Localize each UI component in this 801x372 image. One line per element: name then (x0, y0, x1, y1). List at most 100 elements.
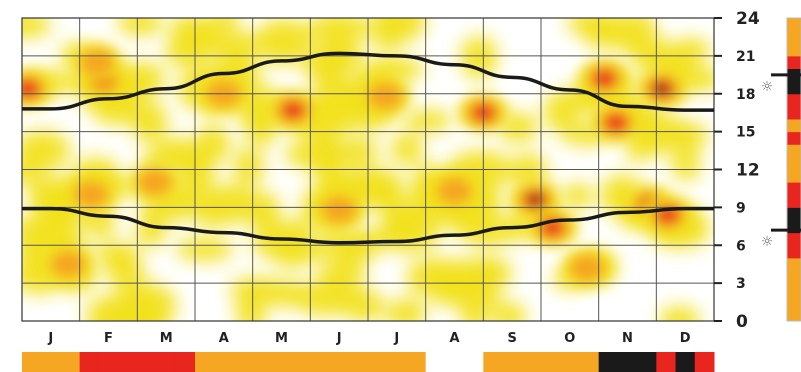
month-strip-cell (233, 352, 254, 372)
y-tick-label: 3 (736, 276, 746, 292)
month-strip-cell (406, 352, 427, 372)
hour-strip-cell (787, 257, 801, 271)
x-tick-label: N (622, 331, 633, 346)
hour-strip-cell (787, 182, 801, 196)
hotspot-high (593, 69, 616, 88)
sun-icon: ☼ (761, 79, 774, 95)
heat-blob (614, 18, 658, 57)
month-strip-cell (252, 352, 273, 372)
plot-area (22, 18, 714, 321)
heat-blob (207, 30, 260, 62)
heat-blob (380, 210, 441, 252)
sunrise-curve (22, 206, 714, 245)
month-strip-cell (694, 352, 715, 372)
heat-blob (390, 133, 424, 165)
hour-strip-cell (787, 30, 801, 44)
x-tick-label: F (104, 331, 113, 346)
x-tick-label: A (219, 331, 229, 346)
heat-blob (371, 20, 404, 51)
sunset-curve (22, 51, 714, 112)
hour-strip-cell (787, 93, 801, 107)
month-strip-cell (444, 352, 465, 372)
hour-strip-cell (787, 270, 801, 284)
month-strip-cell (541, 352, 561, 372)
y-tick-label: 18 (736, 87, 755, 103)
heat-blob (561, 183, 594, 210)
sun-icon: ☼ (761, 234, 774, 250)
month-strip-cell (22, 352, 42, 372)
hotspot-high (282, 101, 305, 120)
heat-blob (229, 276, 285, 302)
hotspot-mid (569, 253, 606, 282)
month-strip-cell (175, 352, 196, 372)
x-tick-label: M (275, 331, 288, 346)
month-strip-cell (348, 352, 369, 372)
hotspot-mid (73, 180, 110, 209)
heat-blob (181, 160, 214, 195)
heat-blob (22, 18, 52, 39)
hour-strip-cell (787, 295, 801, 309)
hour-strip-cell (787, 131, 801, 145)
y-tick-label: 6 (736, 238, 746, 254)
hotspot-mid (50, 250, 87, 279)
hour-strip-cell (787, 106, 801, 120)
month-strip-cell (617, 352, 638, 372)
heat-blob (136, 210, 166, 248)
heat-blob (307, 18, 371, 44)
hour-strip-cell (787, 245, 801, 259)
x-tick-label: J (393, 331, 399, 346)
y-tick-label: 24 (736, 9, 760, 29)
hour-strip-cell (787, 169, 801, 183)
heat-blob (385, 298, 427, 321)
y-axis: 0 3 6 9 12 15 18 21 24 (714, 9, 760, 332)
hour-strip-cell (787, 43, 801, 57)
hour-strip-cell (787, 18, 801, 32)
y-tick-label: 21 (736, 49, 755, 65)
x-tick-label: A (449, 331, 459, 346)
month-strip-cell (637, 352, 657, 372)
daylight-curves (22, 51, 714, 245)
month-strip-cell (502, 352, 523, 372)
month-strip-cell (387, 352, 407, 372)
x-tick-label: S (507, 331, 516, 346)
hotspot-mid (436, 176, 473, 205)
heat-blob (85, 294, 144, 321)
hotspot-mid (136, 168, 173, 197)
month-strip-cell (329, 352, 350, 372)
heat-blob (671, 149, 701, 181)
x-tick-label: M (160, 331, 173, 346)
hotspot-high (604, 113, 627, 132)
month-strip-cell (291, 352, 311, 372)
hotspot-high (22, 79, 39, 98)
month-strip-cell (118, 352, 138, 372)
month-strip-cell (656, 352, 677, 372)
heat-blob (581, 18, 626, 49)
month-strip-cell (195, 352, 215, 372)
month-strip-cell (598, 352, 619, 372)
heat-blob (666, 121, 709, 152)
x-tick-label: J (47, 331, 53, 346)
heat-blob (543, 90, 580, 132)
month-intensity-strip (22, 352, 715, 372)
heat-blob (211, 18, 241, 29)
heat-blob (22, 130, 71, 170)
month-strip-cell (137, 352, 158, 372)
month-strip-cell (579, 352, 600, 372)
heat-blob (498, 112, 538, 143)
month-strip-cell (368, 352, 388, 372)
heat-blob (117, 18, 163, 36)
month-strip-cell (60, 352, 81, 372)
hotspot-mid (321, 195, 358, 224)
heat-blob (169, 18, 208, 54)
hour-strip-cell (787, 156, 801, 170)
month-strip-cell (675, 352, 696, 372)
heat-blob (105, 253, 145, 288)
heat-blob (314, 133, 343, 176)
month-strip-cell (214, 352, 234, 372)
month-strip-cell (41, 352, 61, 372)
hour-strip-cell (787, 232, 801, 246)
y-tick-label: 9 (736, 200, 746, 216)
month-strip-cell (79, 352, 100, 372)
heat-blob (659, 306, 700, 321)
